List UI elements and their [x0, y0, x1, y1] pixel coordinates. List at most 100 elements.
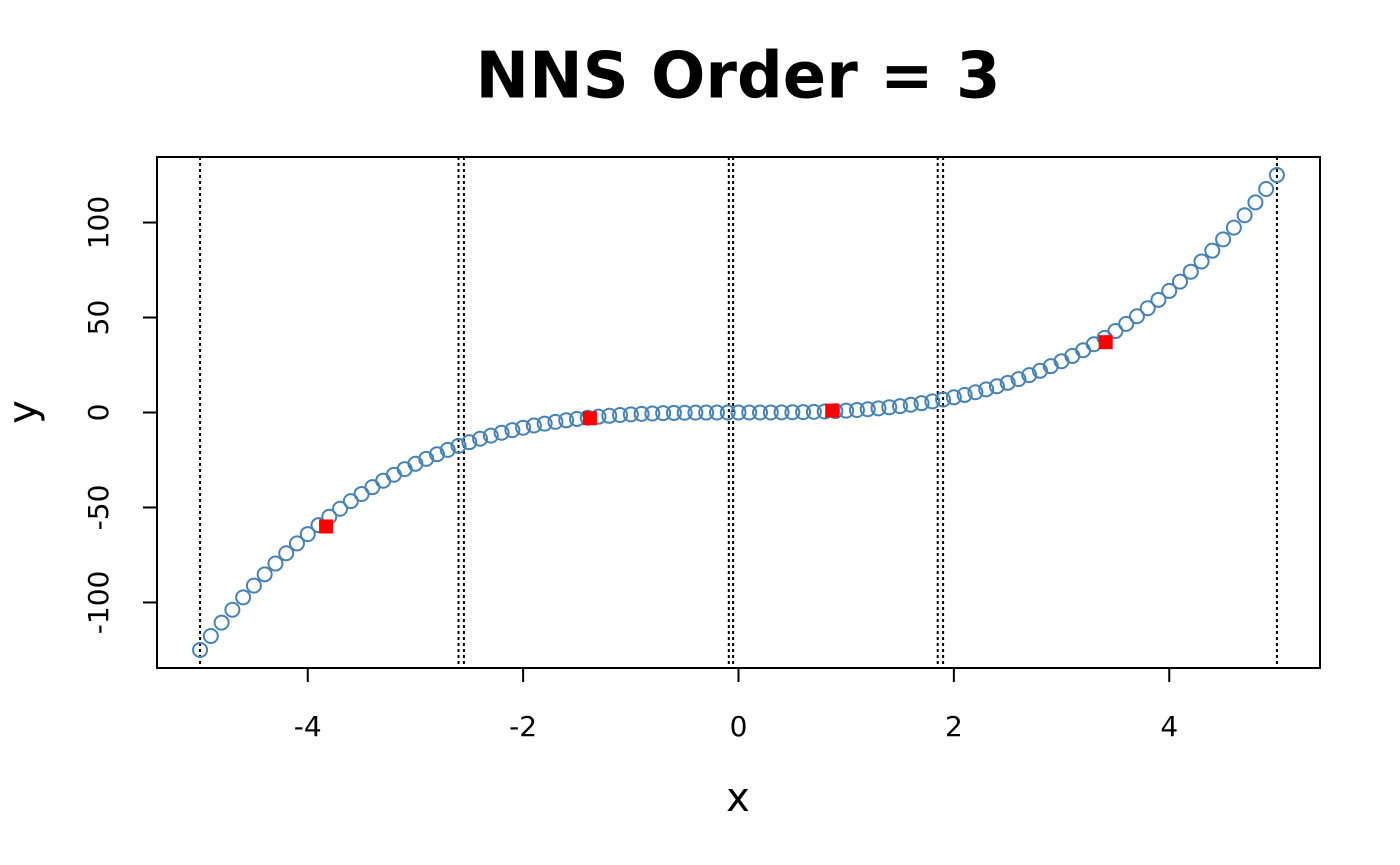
point	[719, 404, 736, 421]
point	[288, 535, 305, 552]
point	[213, 614, 230, 631]
point	[945, 389, 962, 406]
point	[859, 401, 876, 418]
point	[784, 404, 801, 421]
point	[805, 403, 822, 420]
point	[622, 406, 639, 423]
point	[461, 434, 478, 451]
y-tick-label: 50	[82, 300, 115, 336]
point	[708, 404, 725, 421]
point	[913, 395, 930, 412]
point	[924, 393, 941, 410]
point-square	[1098, 335, 1113, 350]
point	[1128, 308, 1145, 325]
point	[773, 404, 790, 421]
point	[192, 641, 209, 658]
x-tick-label: -2	[509, 710, 537, 743]
point	[902, 396, 919, 413]
point	[472, 430, 489, 447]
point	[439, 441, 456, 458]
point	[482, 427, 499, 444]
point	[428, 446, 445, 463]
point	[881, 399, 898, 416]
point	[1032, 362, 1049, 379]
point	[536, 415, 553, 432]
chart-title: NNS Order = 3	[476, 40, 1001, 114]
point	[698, 404, 715, 421]
y-axis-label: y	[0, 400, 46, 424]
y-tick-label: 100	[82, 196, 115, 249]
point	[202, 627, 219, 644]
point	[1118, 315, 1135, 332]
point	[1258, 181, 1275, 198]
point	[1193, 253, 1210, 270]
point	[515, 419, 532, 436]
point	[665, 404, 682, 421]
point	[795, 404, 812, 421]
point	[418, 450, 435, 467]
point	[999, 374, 1016, 391]
point	[332, 500, 349, 517]
x-tick-label: -4	[294, 710, 322, 743]
x-tick-label: 0	[730, 710, 748, 743]
point	[342, 493, 359, 510]
point	[1204, 242, 1221, 259]
plot-frame	[156, 156, 1321, 669]
point	[278, 545, 295, 562]
point	[956, 386, 973, 403]
point	[762, 404, 779, 421]
point	[450, 437, 467, 454]
point	[1247, 194, 1264, 211]
point	[235, 589, 252, 606]
point	[676, 404, 693, 421]
y-tick-label: -50	[82, 485, 115, 531]
point	[741, 404, 758, 421]
point	[730, 404, 747, 421]
point	[1161, 282, 1178, 299]
point	[1021, 367, 1038, 384]
point	[267, 555, 284, 572]
point	[935, 391, 952, 408]
x-tick-label: 4	[1160, 710, 1178, 743]
point	[988, 378, 1005, 395]
x-axis-label: x	[726, 775, 750, 821]
point	[1225, 219, 1242, 236]
point	[892, 398, 909, 415]
point	[558, 412, 575, 429]
point	[375, 472, 392, 489]
point	[299, 526, 316, 543]
point	[612, 407, 629, 424]
point	[848, 401, 865, 418]
point	[752, 404, 769, 421]
point	[1215, 231, 1232, 248]
point	[601, 407, 618, 424]
point	[1075, 342, 1092, 359]
point	[644, 405, 661, 422]
point	[655, 405, 672, 422]
point-square	[825, 403, 840, 418]
point	[1172, 273, 1189, 290]
point	[870, 400, 887, 417]
point	[493, 424, 510, 441]
point	[1010, 371, 1027, 388]
point	[525, 417, 542, 434]
point	[1139, 300, 1156, 317]
point	[1150, 291, 1167, 308]
point	[256, 566, 273, 583]
point	[1182, 263, 1199, 280]
point	[1107, 323, 1124, 340]
point	[978, 381, 995, 398]
y-tick-label: -100	[82, 571, 115, 635]
point	[687, 404, 704, 421]
point-square	[582, 411, 597, 426]
point	[967, 384, 984, 401]
point	[224, 601, 241, 618]
x-tick-label: 2	[945, 710, 963, 743]
point	[633, 405, 650, 422]
point-square	[319, 519, 334, 534]
point	[245, 577, 262, 594]
y-tick-label: 0	[82, 404, 115, 422]
point	[504, 422, 521, 439]
